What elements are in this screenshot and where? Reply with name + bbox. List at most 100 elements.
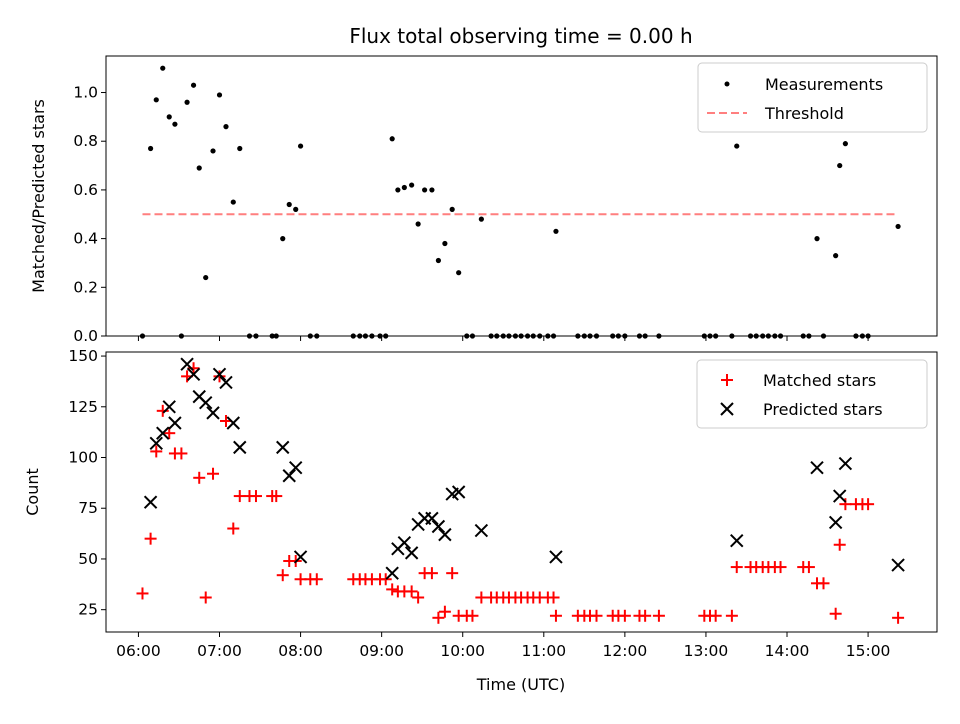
predicted-stars-point [730,533,744,548]
legend-measurements-marker [724,81,730,87]
matched-stars-point [144,532,157,545]
top-y-tick-label: 0.2 [73,278,98,296]
measurement-point [237,145,243,152]
matched-stars-point [817,577,830,590]
measurement-point [389,136,395,142]
measurement-point [415,221,421,227]
measurement-point [172,121,178,127]
matched-stars-point [652,609,665,622]
matched-stars-point [590,609,603,622]
predicted-stars-point [293,550,308,564]
measurement-point [223,124,229,130]
predicted-stars-point [438,527,452,542]
matched-stars-point [270,490,283,503]
measurement-point [280,236,286,242]
predicted-stars-point [233,440,247,455]
predicted-stars-point [549,550,563,564]
predicted-stars-point [226,416,240,430]
bottom-y-ticks: 25 50 75 100 125 150 [68,347,106,619]
top-y-axis-label: Matched/Predicted stars [29,99,48,293]
matched-stars-point [213,370,226,383]
legend-predicted-marker [720,402,734,416]
x-tick-label: 14:00 [765,642,810,660]
measurement-point [837,162,843,169]
predicted-stars-point [206,406,220,420]
bottom-plot-area [136,357,905,624]
measurement-point [429,187,435,193]
chart-title: Flux total observing time = 0.00 h [349,24,692,48]
matched-stars-point [136,587,149,600]
predicted-stars-point [276,440,290,455]
measurement-point [435,257,441,264]
measurement-point [153,97,159,103]
top-axes-frame [105,55,938,337]
top-y-tick-label: 0.6 [73,181,98,199]
matched-stars-point [549,609,562,622]
measurement-point [190,82,197,88]
matched-stars-point [425,567,438,580]
x-tick-label: 13:00 [684,642,729,660]
top-y-tick-label: 0.4 [73,230,98,248]
matched-stars-point [839,498,852,511]
matched-stars-point [187,362,200,375]
measurement-point [196,165,202,171]
matched-stars-point [175,447,188,460]
matched-stars-point [156,404,169,417]
measurement-point [160,65,166,71]
predicted-stars-point [282,469,296,483]
predicted-stars-point [219,375,233,390]
predicted-stars-point [156,426,170,440]
matched-stars-point [207,467,220,480]
measurement-point [814,236,820,242]
bottom-x-ticks: 06:00 07:00 08:00 09:00 10:00 11:00 12:00 13:00… [116,632,890,660]
x-tick-label: 08:00 [278,642,323,660]
x-tick-label: 12:00 [603,642,648,660]
top-legend: Measurements Threshold [697,62,928,133]
measurement-point [442,240,448,247]
matched-stars-point [227,522,240,535]
measurement-point [203,274,209,281]
bottom-y-tick-label: 150 [68,347,98,365]
x-tick-label: 11:00 [521,642,566,660]
predicted-stars-point [162,400,176,414]
predicted-stars-point [404,546,419,560]
predicted-stars-point [149,436,163,451]
measurement-point [216,92,223,98]
predicted-stars-point [833,489,847,503]
measurement-point [166,114,172,120]
measurement-point [297,143,304,149]
matched-stars-point [833,538,846,551]
measurement-point [553,228,559,234]
x-tick-label: 10:00 [440,642,485,660]
bottom-x-axis-label: Time (UTC) [476,675,565,694]
measurement-point [833,253,839,259]
matched-stars-point [150,445,163,458]
matched-stars-point [547,591,560,604]
measurement-point [895,223,901,230]
matched-stars-point [829,607,842,620]
matched-stars-point [774,561,787,574]
legend-matched-label: Matched stars [763,371,876,390]
predicted-stars-point [289,460,303,475]
predicted-stars-point [425,511,439,526]
predicted-stars-point [810,460,824,475]
predicted-stars-point [168,416,182,430]
top-y-tick-label: 1.0 [73,84,98,102]
top-y-tick-label: 0.8 [73,132,98,150]
measurement-point [409,182,415,188]
matched-stars-point [405,585,418,598]
legend-matched-marker [721,374,733,386]
measurement-point [478,216,484,222]
matched-stars-point [802,561,815,574]
measurement-point [210,148,216,154]
measurement-point [230,199,236,205]
top-legend-box [697,62,928,133]
bottom-y-tick-label: 75 [78,499,98,517]
bottom-y-tick-label: 125 [68,398,98,416]
matched-stars-point [639,609,652,622]
measurement-point [401,184,407,191]
measurement-point [147,145,154,152]
bottom-y-tick-label: 100 [68,449,98,467]
legend-measurements-label: Measurements [765,75,883,94]
